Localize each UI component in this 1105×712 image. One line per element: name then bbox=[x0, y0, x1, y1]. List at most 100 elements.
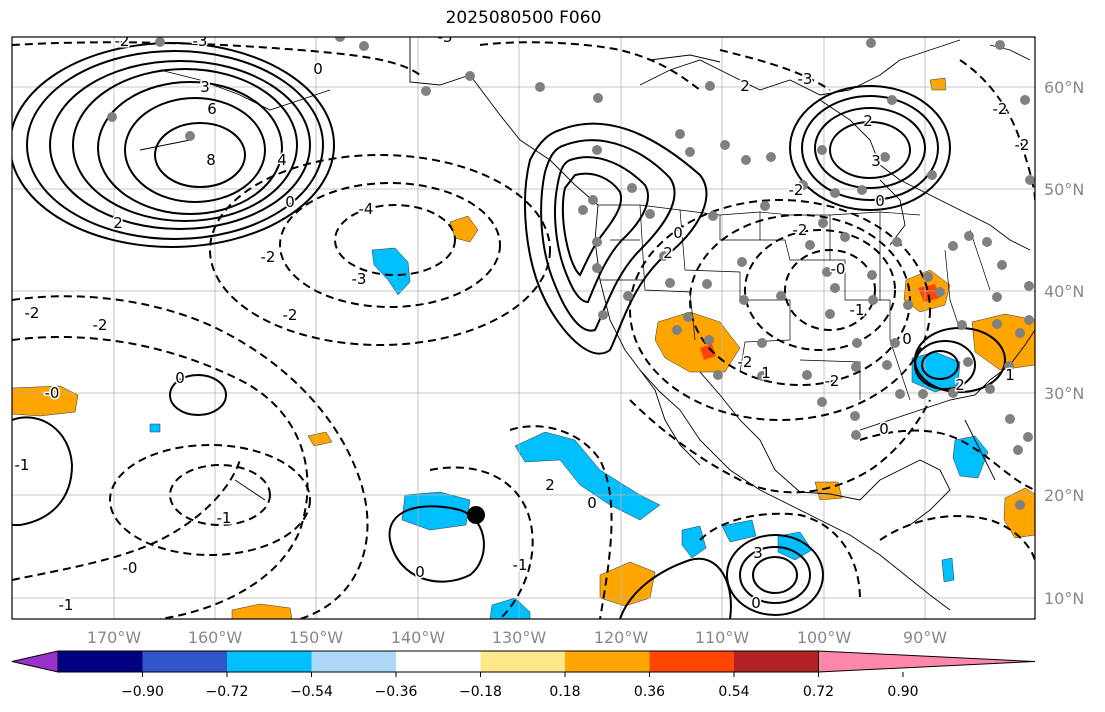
shade-blue bbox=[489, 597, 531, 619]
colorbar-frame bbox=[57, 650, 819, 673]
colorbar-tick-label: −0.18 bbox=[459, 684, 502, 700]
negative-contours bbox=[12, 41, 1035, 619]
contour-label: 0 bbox=[751, 594, 761, 612]
contour-label: -4 bbox=[359, 200, 374, 218]
shade-blue bbox=[777, 531, 813, 561]
colorbar-tick-label: −0.36 bbox=[375, 684, 418, 700]
contour-label: 0 bbox=[879, 420, 889, 438]
shade-blue bbox=[941, 557, 955, 583]
shade-red bbox=[918, 284, 940, 302]
lon-axis: 170°W 160°W 150°W 140°W 130°W 120°W 110°… bbox=[87, 628, 947, 647]
contour-label: 0 bbox=[175, 369, 185, 387]
contour-label: 2 bbox=[740, 77, 750, 95]
contour-label: 2 bbox=[545, 476, 555, 494]
contour-label: 2 bbox=[113, 214, 123, 232]
contour-label: 0 bbox=[415, 563, 425, 581]
colorbar-bin bbox=[58, 651, 143, 672]
map-title: 2025080500 F060 bbox=[445, 8, 602, 28]
shade-blue bbox=[401, 491, 471, 531]
lat-tick-label: 50°N bbox=[1044, 180, 1084, 199]
shade-orange bbox=[307, 431, 333, 447]
lat-tick-label: 20°N bbox=[1044, 486, 1084, 505]
shade-orange bbox=[231, 603, 293, 619]
contour-label: -2 bbox=[115, 32, 130, 50]
contour-label: -2 bbox=[793, 221, 808, 239]
lon-tick-label: 100°W bbox=[797, 628, 852, 647]
colorbar-bin bbox=[649, 651, 734, 672]
contour-label: -0 bbox=[831, 260, 846, 278]
map-background bbox=[12, 37, 1035, 619]
positive-contours bbox=[12, 42, 1006, 619]
colorbar-tick-label: −0.90 bbox=[121, 684, 164, 700]
contour-label: -3 bbox=[798, 70, 813, 88]
contour-label: -3 bbox=[193, 32, 208, 50]
shade-orange bbox=[971, 313, 1035, 371]
colorbar-tick-label: 0.90 bbox=[887, 684, 918, 700]
colorbar-tick-label: 0.18 bbox=[549, 684, 580, 700]
lon-tick-label: 130°W bbox=[492, 628, 547, 647]
contour-label: 1 bbox=[1005, 366, 1015, 384]
shade-orange bbox=[929, 77, 947, 91]
contour-label: -3 bbox=[438, 28, 453, 46]
contour-label: -0 bbox=[45, 384, 60, 402]
contour-label: 0 bbox=[313, 60, 323, 78]
lat-tick-label: 30°N bbox=[1044, 384, 1084, 403]
contour-label: -1 bbox=[15, 456, 30, 474]
shade-blue bbox=[371, 247, 411, 296]
lat-tick-label: 60°N bbox=[1044, 78, 1084, 97]
shade-orange bbox=[12, 385, 79, 417]
contour-label: -2 bbox=[789, 181, 804, 199]
contour-label: 3 bbox=[871, 152, 881, 170]
colorbar-bin bbox=[734, 651, 819, 672]
colorbar-extend-low bbox=[11, 650, 59, 673]
map-frame bbox=[11, 36, 1036, 620]
contour-label: -2 bbox=[93, 316, 108, 334]
station-dots bbox=[107, 37, 1035, 510]
contour-label: 1 bbox=[761, 364, 771, 382]
contour-label: -3 bbox=[352, 270, 367, 288]
contour-label: 2 bbox=[955, 376, 965, 394]
shade-orange bbox=[1003, 487, 1035, 539]
shade-blue bbox=[681, 525, 707, 559]
contour-label: -2 bbox=[283, 306, 298, 324]
lat-tick-label: 40°N bbox=[1044, 282, 1084, 301]
contour-label: -1 bbox=[513, 556, 528, 574]
shade-blue bbox=[514, 431, 661, 521]
contour-label: -2 bbox=[261, 248, 276, 266]
colorbar-tick-label: 0.36 bbox=[634, 684, 665, 700]
colorbar-tick-label: −0.54 bbox=[290, 684, 333, 700]
colorbar-tick-label: 0.54 bbox=[718, 684, 749, 700]
contour-label: -1 bbox=[850, 301, 865, 319]
colorbar-bin bbox=[142, 651, 227, 672]
lon-tick-label: 170°W bbox=[87, 628, 142, 647]
contour-label: 0 bbox=[285, 193, 295, 211]
contour-label: 0 bbox=[587, 494, 597, 512]
colorbar-extend-high bbox=[818, 650, 1036, 673]
contour-label: 3 bbox=[753, 544, 763, 562]
lat-tick-label: 10°N bbox=[1044, 589, 1084, 608]
shade-red bbox=[700, 344, 716, 360]
colorbar-bin bbox=[311, 651, 396, 672]
colorbar-bin bbox=[565, 651, 650, 672]
shade-blue bbox=[149, 423, 161, 433]
contour-label: -2 bbox=[1015, 136, 1030, 154]
shade-blue bbox=[952, 435, 989, 479]
contour-label: 3 bbox=[200, 78, 210, 96]
contour-label: -2 bbox=[825, 372, 840, 390]
colorbar-tick-label: 0.72 bbox=[803, 684, 834, 700]
contour-label: 0 bbox=[875, 192, 885, 210]
colorbar-tick-label: −0.72 bbox=[206, 684, 249, 700]
colorbar-bin bbox=[396, 651, 481, 672]
contour-label: -0 bbox=[123, 559, 138, 577]
highlight-dot bbox=[467, 506, 485, 524]
contour-label: -1 bbox=[59, 596, 74, 614]
lon-tick-label: 140°W bbox=[391, 628, 446, 647]
lat-axis: 60°N 50°N 40°N 30°N 20°N 10°N bbox=[1044, 78, 1084, 608]
lon-tick-label: 90°W bbox=[903, 628, 947, 647]
contour-label: 0 bbox=[673, 224, 683, 242]
contour-label: 6 bbox=[207, 100, 217, 118]
lon-tick-label: 160°W bbox=[188, 628, 243, 647]
contour-label: 4 bbox=[277, 151, 287, 169]
colorbar-bin bbox=[227, 651, 312, 672]
contour-label: -1 bbox=[217, 509, 232, 527]
